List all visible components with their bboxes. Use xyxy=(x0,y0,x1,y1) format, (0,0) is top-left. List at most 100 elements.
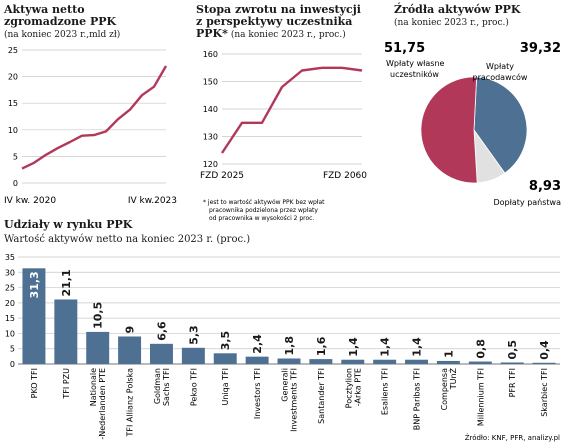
market-share-value-label: 10,5 xyxy=(92,302,105,329)
market-share-category-label: Investments TFI xyxy=(290,368,299,432)
return-rate-title-line2: z perspektywy uczestnika xyxy=(196,15,352,28)
market-share-value-label: 0,8 xyxy=(474,339,487,359)
return-rate-x-label-end: FZD 2060 xyxy=(323,171,367,181)
pie-employer-label-line2: pracodawców xyxy=(473,72,528,82)
return-rate-line xyxy=(220,66,363,154)
market-share-value-label: 1,4 xyxy=(347,337,360,357)
market-share-bar xyxy=(149,343,173,364)
pie-own-value: 51,75 xyxy=(384,41,425,56)
p1-y-tick-label: 20 xyxy=(8,73,18,82)
market-share-value-labels: 31,3 21,110,59 6,6 5,3 3,5 2,4 1,8 1,6 1,4 1,4 1,4… xyxy=(28,269,551,359)
p2-y-tick-label: 160 xyxy=(203,50,218,59)
p1-y-tick-label: 5 xyxy=(13,152,18,161)
market-share-y-tick-label: 35 xyxy=(5,253,15,262)
pie-own-label-line1: Wpłaty własne xyxy=(386,59,445,68)
market-share-category-label: Generali xyxy=(281,368,290,402)
pie-state-label: Dopłaty państwa xyxy=(493,198,561,207)
net-assets-panel: Aktywa netto zgromadzone PPK (na koniec … xyxy=(3,3,177,206)
market-share-value-label: 9 xyxy=(124,326,137,334)
return-rate-x-label-start: FZD 2025 xyxy=(200,171,244,181)
p2-y-tick-label: 150 xyxy=(203,78,218,87)
market-share-category-label: -Arka PTE xyxy=(353,368,362,406)
market-share-value-label: 1,4 xyxy=(411,337,424,357)
return-rate-y-ticks: 120 130 140 150 160 xyxy=(203,50,218,169)
return-rate-title-line3: PPK* (na koniec 2023 r., proc.) xyxy=(196,27,346,40)
market-share-category-label: Skarbiec TFI xyxy=(540,368,549,417)
market-share-bar xyxy=(277,358,301,364)
market-share-y-tick-label: 5 xyxy=(10,345,15,354)
net-assets-line xyxy=(21,65,168,170)
pie-own-label-line2: uczestników xyxy=(390,69,439,79)
p1-y-tick-label: 0 xyxy=(13,179,18,188)
footnote-line1: * jest to wartość aktywów PPK bez wpłat xyxy=(203,199,325,206)
market-share-bar xyxy=(181,347,205,364)
market-share-value-label: 6,6 xyxy=(156,321,169,341)
source-note: Źródło: KNF, PFR, analizy.pl xyxy=(465,433,560,442)
market-share-bar xyxy=(213,353,237,364)
market-share-y-tick-label: 20 xyxy=(5,299,15,308)
return-rate-title-last: PPK* xyxy=(196,27,228,40)
footnote-line2: pracownika podzielona przez wpłaty xyxy=(209,207,318,214)
market-share-bar xyxy=(86,331,110,364)
market-share-category-label: -Nederlanden PTE xyxy=(98,368,107,440)
market-share-category-label: Nationale xyxy=(89,368,98,406)
market-share-bar xyxy=(309,359,333,364)
market-share-bar xyxy=(341,359,365,364)
p1-y-tick-label: 10 xyxy=(8,126,18,135)
p2-y-tick-label: 140 xyxy=(203,105,218,114)
market-share-y-tick-label: 0 xyxy=(10,360,15,369)
market-share-category-labels: PKO TFI TFI PZU Nationale -Nederlanden PTE T… xyxy=(30,367,549,439)
net-assets-title-line1: Aktywa netto xyxy=(3,3,85,16)
market-share-value-label: 31,3 xyxy=(28,271,41,298)
asset-sources-subtitle: (na koniec 2023 r., proc.) xyxy=(394,17,509,28)
return-rate-grid xyxy=(222,53,362,165)
market-share-value-label: 3,5 xyxy=(219,331,232,351)
market-share-value-label: 1,6 xyxy=(315,336,328,356)
market-share-y-tick-label: 25 xyxy=(5,284,15,293)
net-assets-y-ticks: 0 5 10 15 20 25 xyxy=(8,46,18,188)
net-assets-grid xyxy=(22,49,166,184)
market-share-bar xyxy=(436,360,460,364)
market-share-bar xyxy=(468,361,492,364)
market-share-category-label: BNP Paribas TFI xyxy=(413,368,422,430)
net-assets-title-line2: zgromadzone PPK xyxy=(4,15,116,28)
footnote-line3: od pracownika w wysokości 2 proc. xyxy=(209,215,314,222)
return-rate-subtitle: (na koniec 2023 r., proc.) xyxy=(231,29,346,40)
market-share-bar xyxy=(118,336,142,364)
market-share-y-ticks: 0 5 10 15 20 25 30 35 xyxy=(5,253,15,369)
market-share-category-label: Pekao TFI xyxy=(189,368,198,406)
market-share-category-label: Uniqa TFI xyxy=(221,368,230,406)
net-assets-x-label-start: IV kw. 2020 xyxy=(4,196,56,206)
asset-sources-pie xyxy=(420,76,528,184)
market-share-category-label: TUnŻ xyxy=(448,367,458,390)
return-rate-title-line1: Stopa zwrotu na inwestycji xyxy=(196,3,361,16)
market-share-value-label: 0,4 xyxy=(538,340,551,360)
market-share-value-label: 0,5 xyxy=(506,340,519,360)
market-share-category-label: Investors TFI xyxy=(253,368,262,419)
market-share-bar xyxy=(22,268,46,364)
net-assets-x-label-end: IV kw.2023 xyxy=(128,196,177,206)
pie-slice xyxy=(420,76,478,184)
market-share-category-label: Compensa xyxy=(440,368,449,411)
market-share-bar xyxy=(373,359,397,364)
market-share-category-label: PFR TFI xyxy=(508,368,517,397)
market-share-y-tick-label: 30 xyxy=(5,268,15,277)
market-share-title: Udziały w rynku PPK xyxy=(4,218,133,231)
market-share-bar xyxy=(54,299,78,364)
market-share-bars xyxy=(22,268,556,364)
market-share-bar xyxy=(405,359,429,364)
return-rate-panel: Stopa zwrotu na inwestycji z perspektywy… xyxy=(196,3,367,222)
market-share-value-label: 1 xyxy=(442,350,455,358)
market-share-panel: Udziały w rynku PPK Wartość aktywów nett… xyxy=(4,218,560,442)
market-share-value-label: 1,4 xyxy=(379,337,392,357)
pie-employer-value: 39,32 xyxy=(520,41,561,56)
market-share-bar xyxy=(532,362,556,364)
market-share-bar xyxy=(500,362,524,364)
market-share-category-label: TFI Allianz Polska xyxy=(126,368,135,438)
market-share-category-label: PKO TFI xyxy=(30,368,39,398)
market-share-value-label: 5,3 xyxy=(187,325,200,345)
market-share-category-label: Goldman xyxy=(153,368,162,404)
p2-y-tick-label: 120 xyxy=(203,160,218,169)
pie-state-value: 8,93 xyxy=(529,179,561,194)
